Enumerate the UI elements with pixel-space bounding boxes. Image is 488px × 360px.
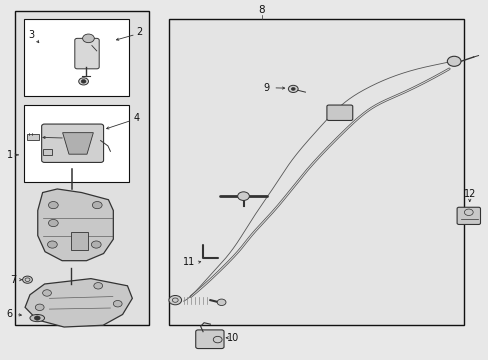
Circle shape [217, 299, 225, 306]
Bar [24, 19, 129, 96]
Circle shape [94, 283, 102, 289]
Polygon shape [62, 133, 93, 154]
Text: 10: 10 [227, 333, 239, 343]
Circle shape [48, 220, 58, 226]
Text: 8: 8 [258, 5, 264, 15]
Circle shape [168, 296, 181, 305]
Bar [24, 105, 129, 182]
Polygon shape [25, 279, 132, 327]
Ellipse shape [30, 315, 44, 321]
Text: 1: 1 [7, 150, 14, 160]
Circle shape [47, 241, 57, 248]
Circle shape [48, 202, 58, 209]
Text: 4: 4 [133, 113, 139, 123]
Circle shape [237, 192, 249, 201]
Circle shape [291, 87, 295, 90]
FancyBboxPatch shape [195, 330, 224, 348]
Circle shape [447, 56, 460, 66]
FancyBboxPatch shape [75, 39, 99, 69]
Circle shape [35, 304, 44, 311]
FancyBboxPatch shape [326, 105, 352, 121]
FancyBboxPatch shape [41, 124, 103, 162]
Text: 3: 3 [28, 30, 35, 40]
Text: 7: 7 [10, 275, 16, 285]
Circle shape [79, 78, 88, 85]
Circle shape [288, 85, 298, 93]
FancyBboxPatch shape [456, 207, 480, 225]
Text: 11: 11 [183, 257, 195, 267]
Circle shape [82, 34, 94, 42]
Circle shape [22, 276, 32, 283]
Text: 2: 2 [136, 27, 142, 37]
Circle shape [81, 80, 86, 83]
Bar [15, 12, 149, 325]
Text: 6: 6 [6, 310, 13, 319]
Circle shape [42, 290, 51, 296]
Bar [71, 232, 88, 250]
Text: 5: 5 [70, 133, 76, 143]
Circle shape [34, 316, 40, 320]
FancyBboxPatch shape [27, 134, 39, 140]
Bar [168, 19, 463, 325]
Polygon shape [38, 189, 113, 261]
Circle shape [92, 202, 102, 209]
Circle shape [91, 241, 101, 248]
Circle shape [113, 301, 122, 307]
Text: 12: 12 [463, 189, 475, 199]
Text: 9: 9 [263, 83, 269, 93]
FancyBboxPatch shape [42, 149, 52, 154]
